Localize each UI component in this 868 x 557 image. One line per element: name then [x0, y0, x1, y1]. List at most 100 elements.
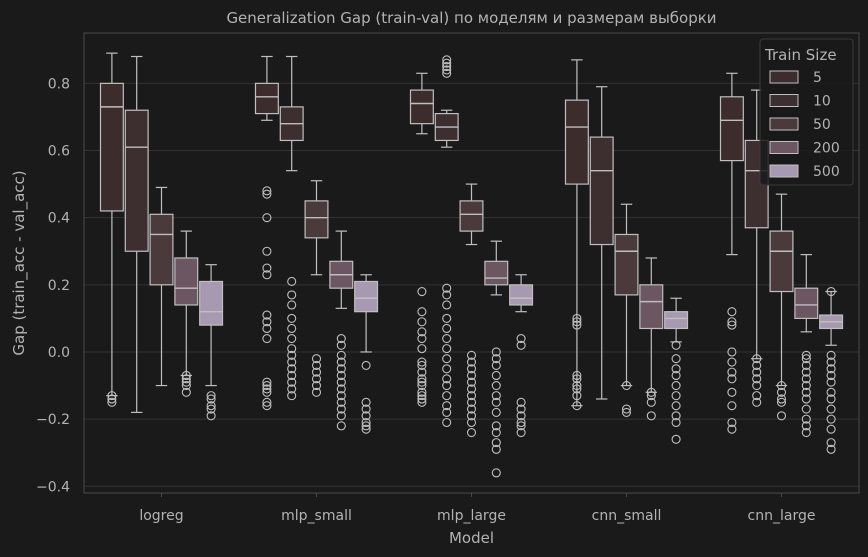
- outlier-point: [516, 404, 526, 414]
- outlier-point: [262, 263, 272, 273]
- outlier-point: [826, 438, 836, 448]
- outlier-point: [206, 401, 216, 411]
- outlier-point: [442, 58, 452, 68]
- outlier-point: [442, 391, 452, 401]
- x-tick-label: mlp_large: [437, 508, 506, 524]
- outlier-point: [417, 374, 427, 384]
- outlier-point: [417, 377, 427, 387]
- box-cnn_small-50: [614, 203, 639, 417]
- outlier-point: [336, 377, 346, 387]
- outlier-point: [671, 417, 681, 428]
- outlier-point: [516, 417, 526, 428]
- outlier-point: [491, 370, 501, 381]
- outlier-point: [727, 307, 737, 317]
- outlier-point: [516, 340, 526, 350]
- outlier-point: [572, 374, 582, 384]
- outlier-point: [752, 397, 762, 407]
- outlier-point: [671, 391, 681, 401]
- outlier-point: [671, 381, 681, 391]
- outlier-point: [336, 411, 346, 421]
- box-iqr: [664, 311, 689, 330]
- outlier-point: [442, 323, 452, 334]
- outlier-point: [801, 374, 811, 384]
- box-iqr: [614, 233, 639, 296]
- outlier-point: [336, 421, 346, 431]
- outlier-point: [491, 428, 501, 438]
- outlier-point: [442, 407, 452, 417]
- outlier-point: [776, 387, 787, 397]
- outlier-point: [466, 417, 477, 428]
- outlier-point: [516, 428, 526, 438]
- outlier-point: [287, 364, 297, 374]
- box-cnn_small-500: [664, 297, 689, 444]
- x-tick-label: cnn_large: [748, 508, 816, 524]
- legend: Train Size 5 10 50 200 500: [759, 38, 854, 186]
- outlier-point: [287, 300, 297, 310]
- outlier-point: [262, 384, 272, 394]
- outlier-point: [311, 360, 322, 370]
- outlier-point: [776, 397, 787, 407]
- outlier-point: [442, 401, 452, 411]
- box-mlp_large-10: [434, 55, 459, 428]
- outlier-point: [466, 350, 477, 360]
- outlier-point: [727, 424, 737, 434]
- outlier-point: [826, 387, 836, 397]
- box-mlp_large-500: [509, 274, 534, 438]
- legend-swatch: [769, 94, 799, 107]
- outlier-point: [417, 307, 427, 317]
- x-tick-label: logreg: [139, 508, 183, 524]
- box-mlp_large-200: [484, 240, 509, 478]
- outlier-point: [466, 411, 477, 421]
- box-logreg-500: [199, 264, 224, 421]
- outlier-point: [466, 397, 477, 407]
- box-mlp_small-5: [254, 55, 279, 411]
- outlier-point: [801, 404, 811, 414]
- box-logreg-200: [174, 230, 199, 397]
- outlier-point: [671, 434, 681, 444]
- outlier-point: [621, 381, 632, 391]
- y-tick-label: 0.6: [48, 144, 70, 160]
- outlier-point: [491, 397, 501, 407]
- outlier-point: [572, 381, 582, 391]
- outlier-point: [727, 347, 737, 357]
- outlier-point: [361, 424, 371, 434]
- y-tick-label: −0.4: [36, 479, 70, 495]
- box-iqr: [304, 200, 329, 239]
- outlier-point: [262, 186, 272, 196]
- outlier-point: [801, 350, 811, 360]
- outlier-point: [491, 421, 501, 431]
- outlier-point: [516, 421, 526, 431]
- outlier-point: [826, 350, 836, 360]
- outlier-point: [206, 404, 216, 414]
- outlier-point: [417, 333, 427, 344]
- outlier-point: [442, 65, 452, 75]
- outlier-point: [752, 360, 762, 370]
- outlier-point: [671, 354, 681, 364]
- outlier-point: [727, 374, 737, 384]
- outlier-point: [336, 384, 346, 394]
- box-cnn_small-5: [564, 59, 589, 411]
- box-iqr: [409, 89, 434, 125]
- outlier-point: [572, 391, 582, 401]
- box-iqr: [459, 200, 484, 232]
- outlier-point: [361, 411, 371, 421]
- outlier-point: [801, 360, 811, 370]
- legend-label: 200: [813, 141, 840, 157]
- outlier-point: [336, 404, 346, 414]
- outlier-point: [181, 387, 191, 397]
- outlier-point: [801, 387, 811, 397]
- outlier-point: [262, 333, 272, 344]
- box-iqr: [509, 284, 534, 306]
- box-iqr: [564, 99, 589, 185]
- outlier-point: [417, 381, 427, 391]
- box-cnn_large-5: [719, 72, 744, 434]
- legend-label: 50: [813, 117, 831, 133]
- outlier-point: [262, 387, 272, 397]
- outlier-point: [826, 444, 836, 454]
- outlier-point: [671, 411, 681, 421]
- box-mlp_small-10: [279, 55, 304, 401]
- outlier-point: [646, 387, 656, 397]
- outlier-point: [107, 394, 117, 404]
- outlier-point: [646, 391, 656, 401]
- outlier-point: [336, 357, 346, 367]
